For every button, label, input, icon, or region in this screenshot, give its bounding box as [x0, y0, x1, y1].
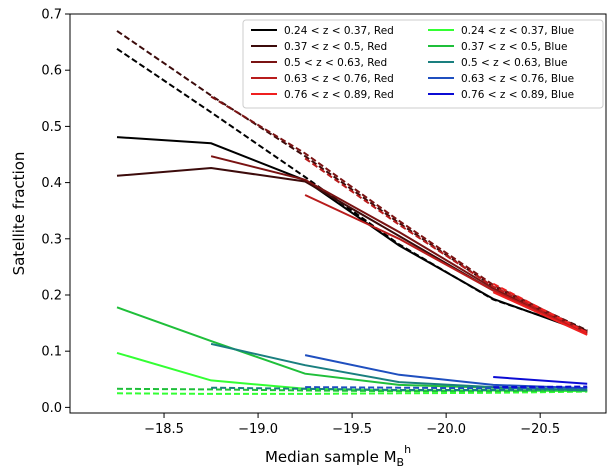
- series-8-dashed-line: [305, 386, 588, 390]
- series-3-solid-line: [304, 194, 588, 335]
- legend-entry-label: 0.37 < z < 0.5, Blue: [461, 41, 567, 53]
- series-9-dashed-line: [493, 385, 588, 389]
- x-tick-label: −19.0: [238, 422, 278, 437]
- legend-entry-label: 0.24 < z < 0.37, Red: [284, 25, 394, 37]
- y-tick-label: 0.5: [41, 120, 62, 135]
- x-axis-label-main: Median sample M: [265, 448, 397, 466]
- plot-frame: [69, 13, 607, 414]
- series-3-dashed-line: [304, 157, 588, 335]
- series-2-dashed-line: [210, 95, 588, 333]
- series-7-solid-line: [210, 342, 588, 392]
- y-tick-label: 0.4: [41, 176, 62, 191]
- legend-entry-label: 0.5 < z < 0.63, Blue: [461, 57, 567, 69]
- series-lines: [116, 30, 588, 395]
- y-tick-label: 0.7: [41, 8, 62, 23]
- series-5-dashed-line: [116, 390, 588, 395]
- legend-box: [242, 19, 604, 109]
- legend-entry-label: 0.5 < z < 0.63, Red: [284, 57, 387, 69]
- legend-entry-label: 0.24 < z < 0.37, Blue: [461, 25, 574, 37]
- legend: 0.24 < z < 0.37, Red 0.37 < z < 0.5, Red 0…: [242, 19, 604, 109]
- x-tick-label: −20.5: [520, 422, 560, 437]
- series-9-solid-line: [493, 376, 588, 385]
- y-tick-label: 0.3: [41, 232, 62, 247]
- legend-items: 0.24 < z < 0.37, Red 0.37 < z < 0.5, Red 0…: [251, 25, 574, 101]
- series-6-dashed-line: [116, 387, 588, 393]
- series-8-solid-line: [304, 354, 588, 390]
- x-axis-label: Median sample MBh: [265, 443, 411, 469]
- y-tick-label: 0.1: [41, 345, 62, 360]
- legend-entry-label: 0.63 < z < 0.76, Blue: [461, 73, 574, 85]
- x-axis-ticks: −18.5 −19.0 −19.5 −20.0 −20.5: [144, 413, 560, 437]
- x-tick-label: −18.5: [144, 422, 184, 437]
- y-tick-label: 0.0: [41, 401, 62, 416]
- series-6-solid-line: [116, 306, 588, 391]
- legend-entry-label: 0.76 < z < 0.89, Blue: [461, 89, 574, 101]
- legend-entry-label: 0.76 < z < 0.89, Red: [284, 89, 394, 101]
- y-tick-label: 0.2: [41, 288, 62, 303]
- series-0-solid-line: [116, 136, 588, 334]
- x-tick-label: −19.5: [332, 422, 372, 437]
- legend-entry-label: 0.37 < z < 0.5, Red: [284, 41, 387, 53]
- x-axis-label-superscript: h: [404, 443, 411, 456]
- y-axis-label: Satellite fraction: [10, 152, 28, 276]
- y-tick-label: 0.6: [41, 64, 62, 79]
- y-axis-ticks: 0.0 0.1 0.2 0.3 0.4 0.5 0.6 0.7: [41, 8, 70, 416]
- x-axis-label-subscript: B: [397, 456, 405, 469]
- series-4-solid-line: [492, 291, 588, 336]
- legend-entry-label: 0.63 < z < 0.76, Red: [284, 73, 394, 85]
- x-tick-label: −20.0: [426, 422, 466, 437]
